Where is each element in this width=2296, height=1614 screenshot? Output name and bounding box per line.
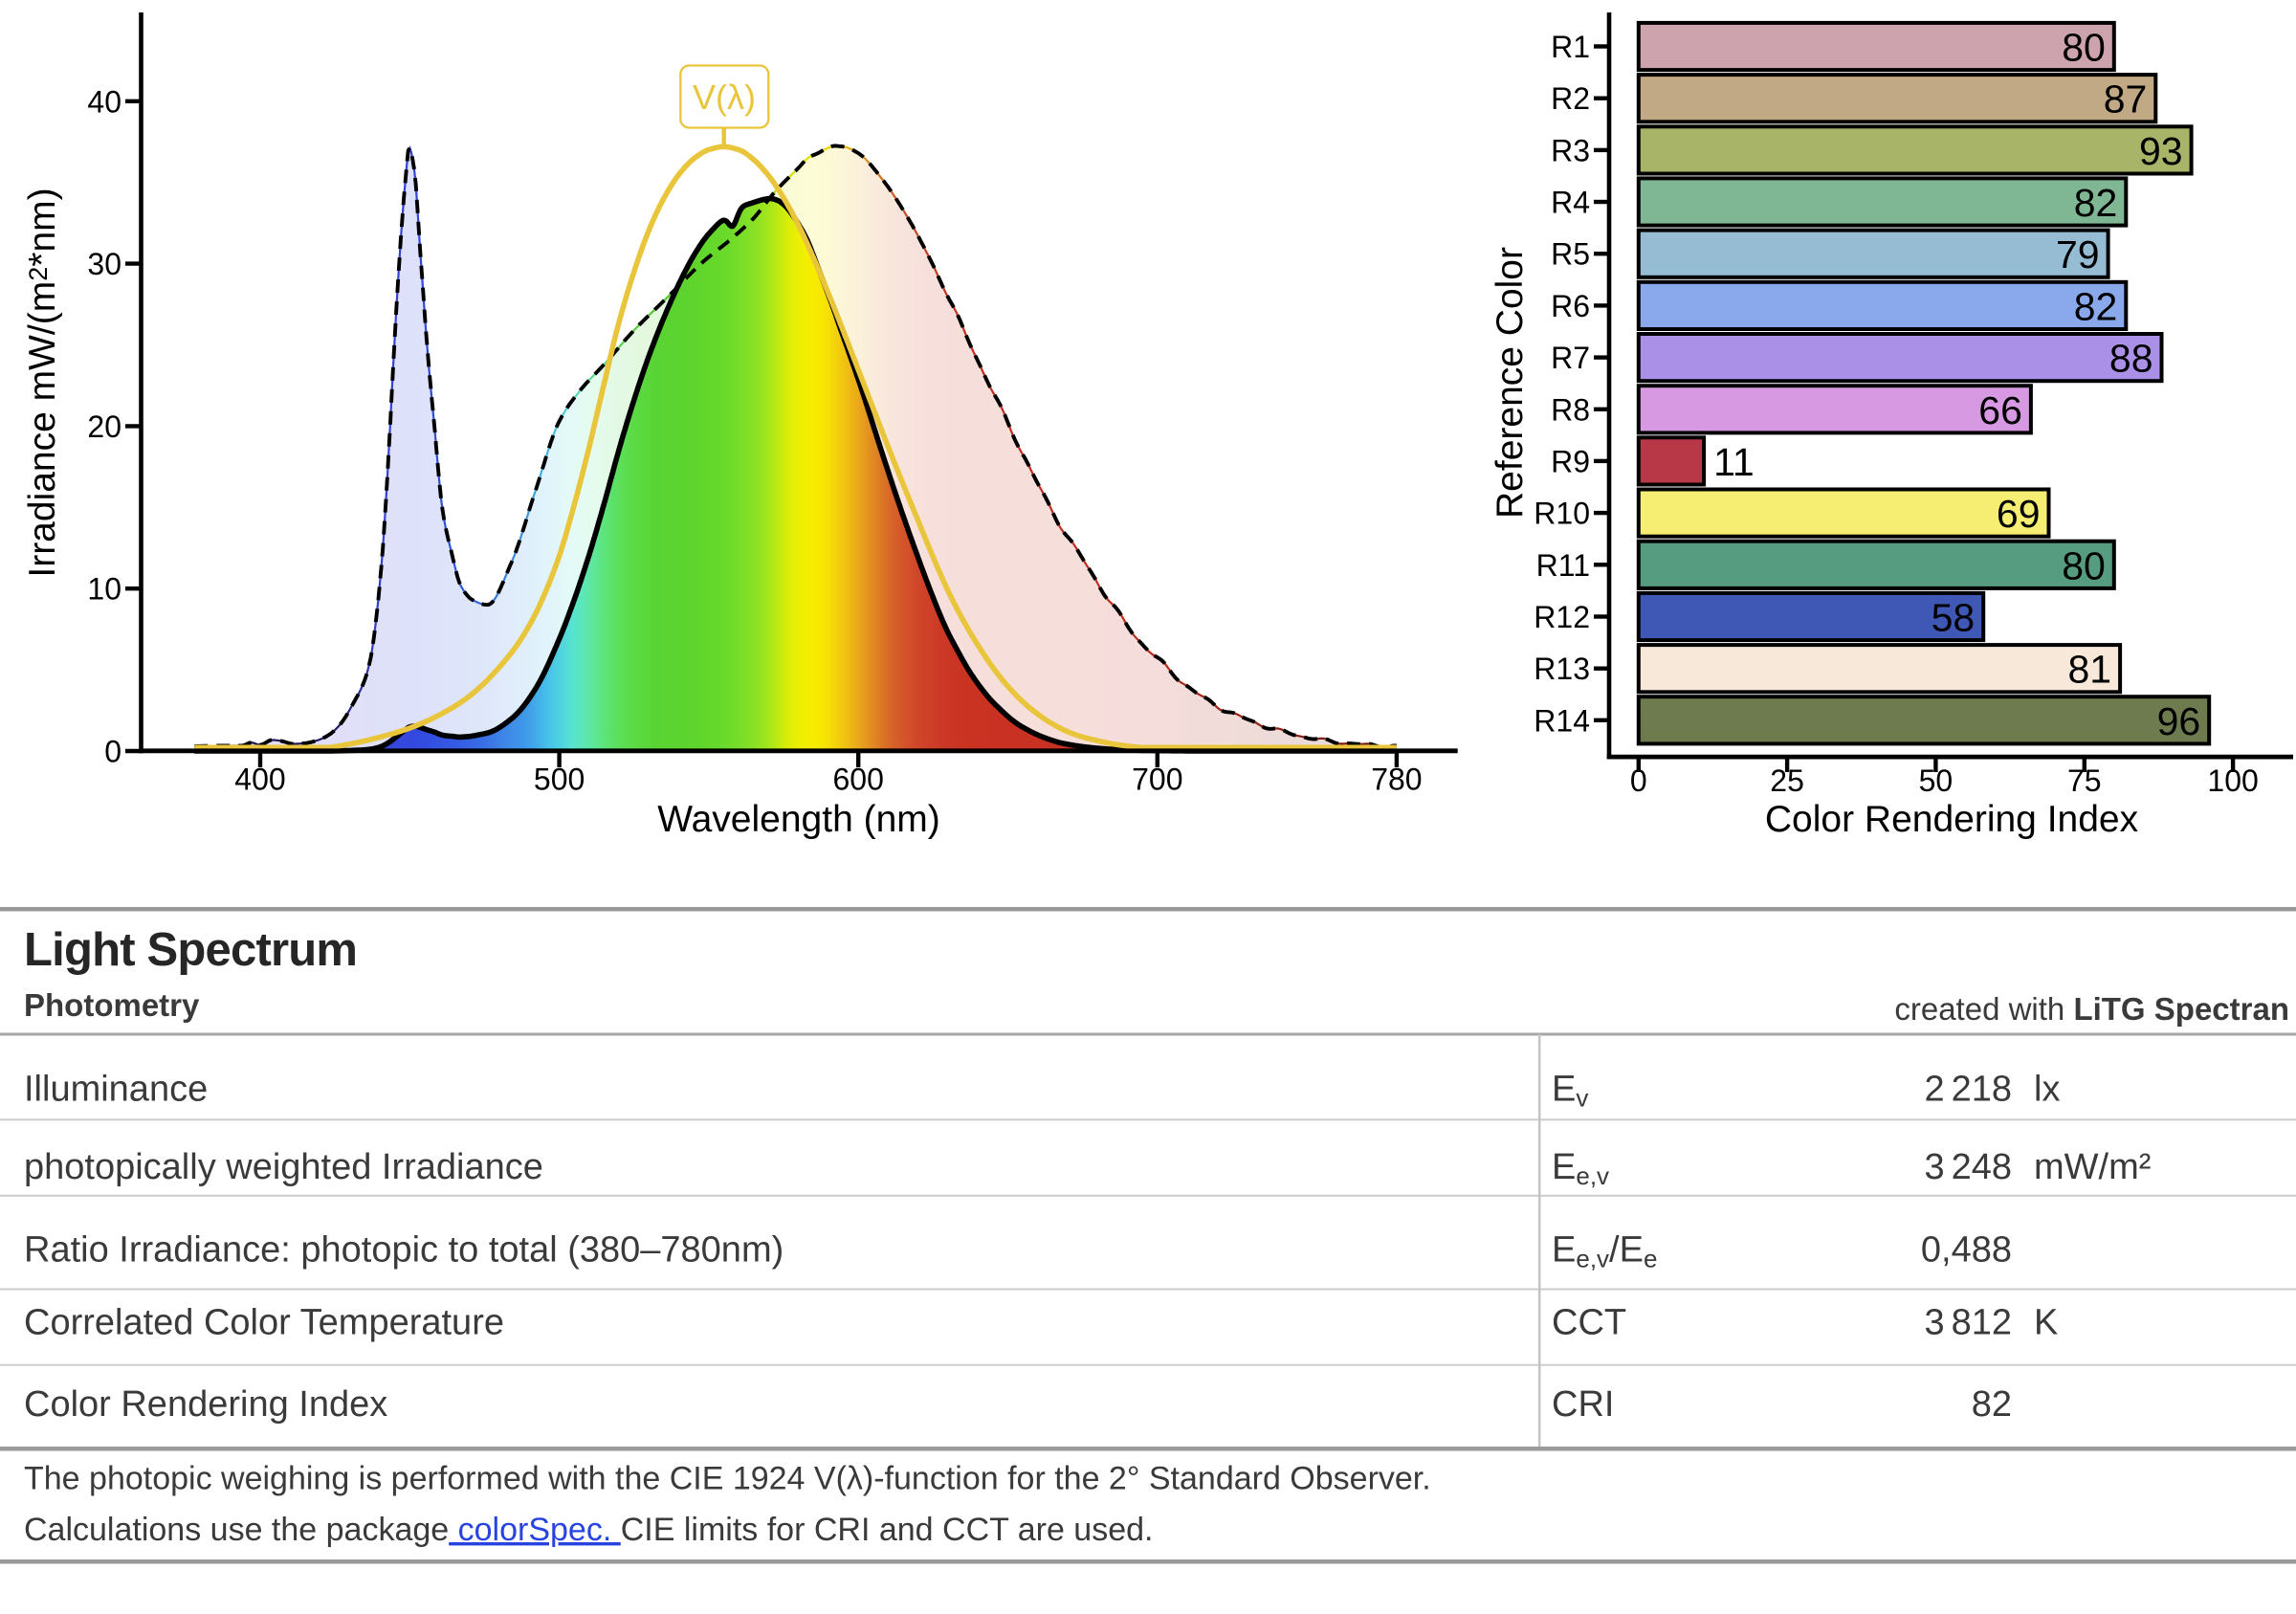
- svg-text:10: 10: [87, 572, 121, 607]
- svg-text:R4: R4: [1551, 186, 1590, 220]
- svg-text:80: 80: [2062, 543, 2106, 587]
- svg-text:Reference Color: Reference Color: [1490, 247, 1531, 519]
- svg-text:Calculations use the package c: Calculations use the package colorSpec. …: [24, 1512, 1154, 1548]
- svg-text:82: 82: [2074, 181, 2118, 225]
- svg-text:0: 0: [1630, 763, 1647, 798]
- svg-text:30: 30: [87, 247, 121, 281]
- svg-text:The photopic weighing is perfo: The photopic weighing is performed with …: [24, 1461, 1431, 1497]
- svg-text:25: 25: [1770, 763, 1804, 798]
- svg-text:R3: R3: [1551, 133, 1590, 167]
- svg-text:0,488: 0,488: [1921, 1229, 2012, 1270]
- svg-text:photopically weighted Irradian: photopically weighted Irradiance: [24, 1147, 543, 1187]
- svg-text:R11: R11: [1536, 548, 1590, 583]
- svg-text:93: 93: [2139, 129, 2183, 173]
- svg-text:Irradiance mW/(m2*nm): Irradiance mW/(m2*nm): [22, 188, 63, 577]
- svg-text:R13: R13: [1534, 652, 1590, 686]
- svg-text:600: 600: [833, 763, 884, 797]
- svg-text:Light Spectrum: Light Spectrum: [24, 924, 357, 976]
- svg-text:CRI: CRI: [1552, 1384, 1614, 1425]
- svg-text:75: 75: [2067, 763, 2102, 798]
- svg-text:R8: R8: [1551, 392, 1590, 427]
- svg-text:88: 88: [2109, 337, 2153, 381]
- svg-text:66: 66: [1978, 388, 2022, 432]
- svg-text:100: 100: [2207, 763, 2258, 798]
- svg-text:69: 69: [1997, 492, 2041, 536]
- svg-text:R1: R1: [1551, 30, 1590, 64]
- svg-text:40: 40: [87, 84, 121, 119]
- svg-text:R6: R6: [1551, 289, 1590, 323]
- svg-text:Ratio Irradiance: photopic to: Ratio Irradiance: photopic to total (380…: [24, 1229, 784, 1270]
- svg-text:Color Rendering Index: Color Rendering Index: [24, 1384, 387, 1425]
- svg-text:80: 80: [2062, 26, 2106, 70]
- svg-text:CCT: CCT: [1552, 1303, 1626, 1343]
- svg-text:79: 79: [2056, 232, 2100, 276]
- svg-text:mW/m²: mW/m²: [2034, 1147, 2151, 1187]
- svg-text:R7: R7: [1551, 341, 1590, 375]
- svg-text:58: 58: [1932, 596, 1976, 640]
- svg-text:82: 82: [1972, 1384, 2012, 1425]
- svg-text:K: K: [2034, 1303, 2058, 1343]
- svg-text:500: 500: [534, 763, 585, 797]
- svg-text:Photometry: Photometry: [24, 987, 200, 1023]
- svg-text:R14: R14: [1534, 703, 1590, 738]
- svg-text:V(λ): V(λ): [693, 77, 756, 117]
- svg-text:Wavelength (nm): Wavelength (nm): [657, 799, 940, 840]
- svg-text:Color Rendering Index: Color Rendering Index: [1765, 799, 2139, 840]
- svg-text:R9: R9: [1551, 444, 1590, 478]
- svg-text:R5: R5: [1551, 237, 1590, 272]
- svg-text:R10: R10: [1534, 497, 1590, 531]
- svg-text:87: 87: [2104, 77, 2148, 122]
- svg-text:11: 11: [1713, 440, 1755, 484]
- svg-text:50: 50: [1919, 763, 1954, 798]
- svg-text:20: 20: [87, 409, 121, 444]
- svg-text:82: 82: [2074, 284, 2118, 328]
- svg-text:Illuminance: Illuminance: [24, 1069, 208, 1109]
- svg-text:700: 700: [1132, 763, 1182, 797]
- svg-text:400: 400: [234, 763, 285, 797]
- svg-text:created with LiTG Spectran: created with LiTG Spectran: [1894, 991, 2289, 1027]
- svg-text:R2: R2: [1551, 81, 1590, 116]
- svg-text:0: 0: [104, 735, 121, 769]
- svg-text:R12: R12: [1534, 600, 1590, 634]
- svg-text:Correlated Color Temperature: Correlated Color Temperature: [24, 1303, 504, 1343]
- svg-text:96: 96: [2157, 699, 2201, 743]
- svg-text:81: 81: [2067, 648, 2111, 692]
- svg-text:780: 780: [1371, 763, 1422, 797]
- svg-text:lx: lx: [2034, 1069, 2060, 1109]
